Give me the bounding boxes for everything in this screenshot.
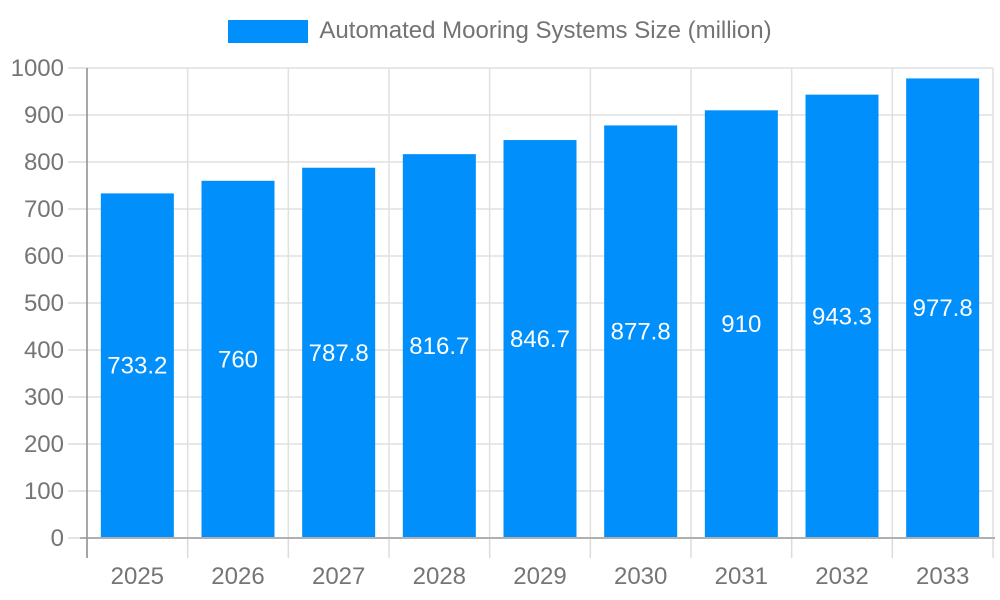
y-axis-label: 700: [24, 196, 64, 223]
y-axis-label: 200: [24, 431, 64, 458]
bar[interactable]: [704, 110, 778, 539]
y-axis-label: 800: [24, 149, 64, 176]
x-axis-label: 2032: [815, 563, 868, 590]
bar[interactable]: [906, 78, 980, 539]
legend-label: Automated Mooring Systems Size (million): [319, 17, 772, 44]
bar-value-label: 943.3: [812, 303, 872, 330]
y-axis-label: 0: [51, 525, 64, 552]
legend-marker: [228, 19, 309, 43]
bar-value-label: 846.7: [510, 326, 570, 353]
x-axis-label: 2028: [413, 563, 466, 590]
x-axis-label: 2030: [614, 563, 667, 590]
bar-value-label: 877.8: [611, 319, 671, 346]
y-axis-label: 400: [24, 337, 64, 364]
bar[interactable]: [604, 125, 678, 539]
x-axis-label: 2033: [916, 563, 969, 590]
y-axis-label: 100: [24, 478, 64, 505]
bar[interactable]: [805, 94, 879, 539]
bar-value-label: 733.2: [107, 353, 167, 380]
y-axis-label: 600: [24, 243, 64, 270]
bar-value-label: 910: [721, 311, 761, 338]
y-axis-label: 900: [24, 102, 64, 129]
bar[interactable]: [201, 180, 275, 539]
x-axis-label: 2031: [715, 563, 768, 590]
y-axis-label: 300: [24, 384, 64, 411]
x-axis-label: 2025: [111, 563, 164, 590]
bar-value-label: 787.8: [309, 340, 369, 367]
bar[interactable]: [302, 167, 376, 538]
bar[interactable]: [100, 193, 174, 538]
bar-value-label: 977.8: [913, 295, 973, 322]
x-axis-label: 2026: [211, 563, 264, 590]
bar[interactable]: [503, 140, 577, 538]
x-axis-label: 2029: [513, 563, 566, 590]
x-axis-label: 2027: [312, 563, 365, 590]
chart-legend[interactable]: Automated Mooring Systems Size (million): [0, 16, 1000, 46]
bar-value-label: 760: [218, 346, 258, 373]
y-axis-label: 500: [24, 290, 64, 317]
y-axis-label: 1000: [11, 55, 64, 82]
bar[interactable]: [402, 154, 476, 538]
bar-value-label: 816.7: [409, 333, 469, 360]
